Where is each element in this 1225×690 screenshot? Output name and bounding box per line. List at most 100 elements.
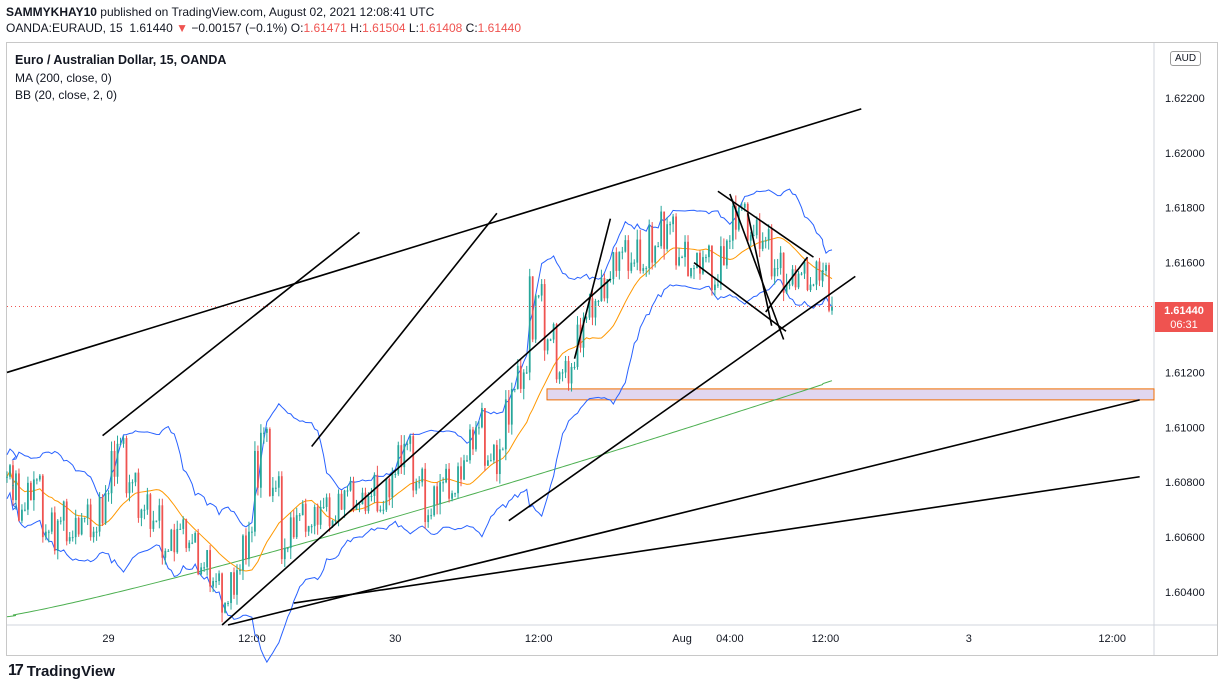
close-label: C: bbox=[465, 21, 478, 35]
candle-body bbox=[131, 482, 134, 484]
candle-body bbox=[564, 360, 567, 373]
candle-body bbox=[773, 268, 776, 277]
candle-body bbox=[654, 246, 657, 263]
candle-body bbox=[289, 517, 292, 549]
candle-body bbox=[122, 438, 125, 444]
candle-body bbox=[687, 241, 689, 277]
ma-200-line bbox=[6, 380, 833, 618]
y-tick-label: 1.61200 bbox=[1165, 367, 1205, 379]
candle-body bbox=[412, 436, 415, 491]
candle-body bbox=[47, 531, 50, 533]
candle-body bbox=[301, 503, 304, 516]
trend-line bbox=[746, 213, 773, 326]
candle-body bbox=[197, 533, 200, 575]
candle-body bbox=[170, 529, 173, 551]
candle-body bbox=[110, 450, 113, 494]
y-tick-label: 1.60600 bbox=[1165, 532, 1205, 544]
candle-body bbox=[573, 366, 576, 368]
candle-body bbox=[624, 240, 627, 252]
candle-body bbox=[690, 268, 692, 277]
candle-body bbox=[245, 535, 247, 560]
candle-body bbox=[298, 515, 301, 517]
x-tick-label: 12:00 bbox=[238, 633, 266, 645]
candle-body bbox=[728, 240, 731, 242]
candle-body bbox=[325, 497, 328, 507]
candle-body bbox=[657, 246, 660, 248]
candle-body bbox=[310, 526, 313, 528]
candle-body bbox=[570, 366, 573, 384]
candle-body bbox=[460, 466, 462, 480]
candle-body bbox=[484, 408, 486, 466]
candle-body bbox=[764, 240, 767, 242]
candle-body bbox=[262, 432, 265, 434]
candle-body bbox=[268, 428, 271, 496]
candle-body bbox=[702, 257, 704, 274]
trend-line bbox=[293, 475, 1140, 604]
candle-body bbox=[155, 520, 158, 522]
published-text: published on TradingView.com, August 02,… bbox=[100, 5, 435, 19]
candle-body bbox=[251, 531, 253, 533]
candle-body bbox=[24, 509, 26, 511]
y-tick-label: 1.62200 bbox=[1165, 93, 1205, 105]
candle-body bbox=[696, 252, 698, 269]
trend-line bbox=[717, 190, 814, 258]
candle-body bbox=[828, 265, 830, 311]
candle-body bbox=[15, 473, 17, 485]
trend-line bbox=[6, 108, 862, 374]
last-price: 1.61440 bbox=[129, 21, 173, 35]
candle-body bbox=[767, 229, 770, 241]
y-tick-label: 1.61600 bbox=[1165, 258, 1205, 270]
high-value: 1.61504 bbox=[362, 21, 406, 35]
candle-body bbox=[409, 436, 412, 444]
candle-body bbox=[59, 520, 62, 522]
candle-body bbox=[44, 531, 47, 538]
candle-body bbox=[660, 211, 663, 247]
bb-legend[interactable]: BB (20, close, 2, 0) bbox=[15, 88, 118, 102]
candle-body bbox=[555, 324, 558, 380]
candle-body bbox=[418, 482, 421, 484]
candle-body bbox=[803, 262, 806, 274]
candle-body bbox=[457, 466, 459, 494]
candle-body bbox=[35, 479, 38, 481]
candle-body bbox=[639, 239, 642, 271]
candle-body bbox=[594, 301, 597, 318]
candle-body bbox=[322, 506, 325, 508]
candle-body bbox=[472, 429, 474, 450]
candle-body bbox=[812, 284, 815, 286]
trend-line bbox=[227, 399, 1140, 626]
candle-body bbox=[501, 449, 504, 451]
candle-body bbox=[714, 284, 716, 291]
candle-body bbox=[705, 257, 707, 259]
candle-body bbox=[717, 284, 719, 286]
publish-info: SAMMYKHAY10 published on TradingView.com… bbox=[6, 4, 434, 20]
candle-body bbox=[212, 581, 214, 587]
candle-body bbox=[259, 432, 262, 488]
change-down-icon: ▼ bbox=[176, 21, 188, 35]
author-name[interactable]: SAMMYKHAY10 bbox=[6, 5, 97, 19]
bb-basis-line bbox=[6, 237, 833, 572]
candle-body bbox=[77, 517, 80, 535]
candle-body bbox=[257, 450, 259, 488]
candle-body bbox=[274, 487, 277, 489]
candle-body bbox=[248, 531, 250, 560]
candle-body bbox=[421, 468, 424, 483]
candle-body bbox=[648, 225, 651, 269]
candle-body bbox=[825, 265, 827, 271]
currency-badge[interactable]: AUD bbox=[1170, 51, 1202, 66]
candle-body bbox=[439, 482, 442, 505]
candle-body bbox=[719, 246, 722, 285]
candle-body bbox=[642, 268, 645, 271]
ma-legend[interactable]: MA (200, close, 0) bbox=[15, 71, 112, 85]
candle-body bbox=[785, 284, 788, 293]
candle-body bbox=[32, 479, 35, 501]
high-label: H: bbox=[350, 21, 363, 35]
candle-body bbox=[606, 279, 609, 299]
candle-body bbox=[194, 533, 197, 543]
tradingview-logo[interactable]: 17 TradingView bbox=[8, 662, 115, 680]
candle-body bbox=[693, 268, 695, 270]
candle-body bbox=[731, 206, 734, 241]
candle-body bbox=[92, 531, 95, 538]
y-tick-label: 1.60400 bbox=[1165, 587, 1205, 599]
candle-body bbox=[561, 372, 564, 374]
